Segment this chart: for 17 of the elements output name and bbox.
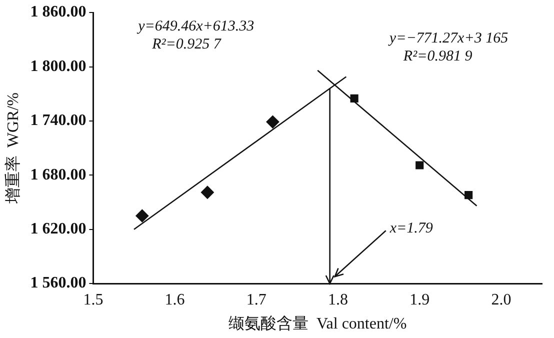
annotation: x=1.79 — [388, 220, 434, 237]
y-tick-label: 1 860.00 — [30, 4, 86, 21]
y-tick-label: 1 800.00 — [30, 58, 86, 75]
y-axis-title: 增重率 WGR/% — [4, 92, 22, 205]
x-tick-label: 1.7 — [246, 291, 266, 308]
x-tick-label: 1.9 — [410, 291, 430, 308]
y-tick-label: 1 680.00 — [30, 166, 86, 184]
x-tick-label: 2.0 — [491, 291, 512, 308]
x-tick-label: 1.6 — [164, 291, 185, 308]
annotation: y=−771.27x+3 165 R²=0.981 9 — [387, 30, 509, 65]
y-tick-label: 1 620.00 — [30, 220, 86, 238]
y-tick-label: 1 740.00 — [30, 112, 86, 130]
x-axis-title: 缬氨酸含量 Val content/% — [228, 314, 407, 333]
x-tick-label: 1.5 — [83, 291, 104, 308]
x-tick-label: 1.8 — [328, 291, 348, 308]
annotation: y=649.46x+613.33 R²=0.925 7 — [136, 18, 254, 53]
y-tick-label: 1 560.00 — [30, 274, 86, 292]
